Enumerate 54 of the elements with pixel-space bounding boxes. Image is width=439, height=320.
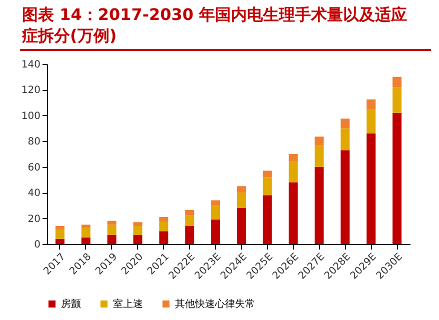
bar	[340, 150, 350, 244]
y-tick-label: 20	[28, 214, 40, 225]
bar	[133, 226, 142, 235]
y-tick-label: 40	[28, 188, 40, 200]
bar	[314, 136, 324, 145]
bar	[185, 215, 194, 226]
bar	[211, 220, 220, 244]
bar	[133, 222, 142, 226]
bar	[107, 235, 116, 244]
bar	[392, 112, 402, 244]
y-tick-label: 100	[21, 110, 40, 122]
bar	[81, 224, 90, 228]
bar	[185, 210, 194, 216]
bar	[81, 228, 90, 238]
bar	[340, 118, 350, 128]
bar	[107, 220, 116, 225]
legend-label: 室上速	[113, 298, 143, 310]
bar	[211, 200, 220, 206]
bar	[236, 186, 246, 193]
legend-label: 其他快速心律失常	[175, 298, 255, 310]
bar	[159, 222, 168, 232]
bar	[262, 195, 272, 244]
bar	[185, 226, 194, 244]
bar	[366, 109, 376, 134]
chart-title: 图表 14：2017-2030 年国内电生理手术量以及适应症拆分(万例)	[20, 0, 431, 51]
bar	[392, 76, 402, 88]
y-tick-label: 120	[21, 85, 40, 96]
bar	[236, 192, 246, 208]
bar	[366, 99, 376, 109]
bar	[288, 182, 298, 244]
bar	[107, 224, 116, 235]
y-tick-label: 0	[34, 240, 40, 250]
bar	[314, 166, 324, 244]
y-tick-label: 60	[28, 162, 40, 174]
bar	[81, 238, 90, 244]
y-tick-label: 80	[28, 136, 40, 148]
y-tick-label: 140	[21, 60, 40, 70]
bar	[159, 231, 168, 244]
bar	[55, 226, 64, 230]
legend-label: 房颤	[61, 298, 81, 310]
bar	[236, 208, 246, 244]
bar	[262, 177, 272, 196]
bar	[211, 205, 220, 220]
bar	[392, 87, 402, 113]
bar	[288, 162, 298, 182]
bar	[340, 128, 350, 150]
bar	[314, 145, 324, 167]
bar	[159, 217, 168, 222]
bar	[133, 235, 142, 244]
bar	[55, 238, 64, 244]
bar	[366, 133, 376, 244]
bar	[55, 230, 64, 239]
bar	[288, 154, 298, 162]
bar	[262, 170, 272, 178]
